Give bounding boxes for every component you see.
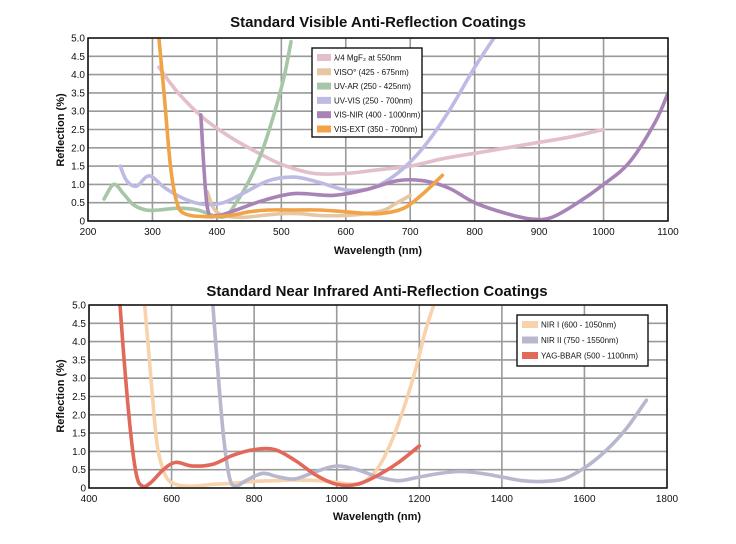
series-line: [118, 304, 422, 489]
x-tick-labels: 200 300 400 500 600 700 800 900 1000 1100: [80, 227, 680, 238]
x-tick-label: 1800: [656, 494, 679, 505]
legend-box: [311, 47, 423, 138]
legend-label: NIR I (600 - 1050nm): [541, 321, 616, 330]
x-tick-label: 400: [81, 494, 98, 505]
x-tick-label: 1000: [592, 227, 615, 238]
x-tick-label: 1400: [491, 494, 514, 505]
x-tick-label: 800: [246, 494, 263, 505]
legend-swatch: [522, 352, 538, 359]
y-tick-label: 1.0: [72, 447, 86, 458]
series-line: [142, 304, 436, 488]
series-curves: [102, 37, 668, 222]
y-tick-label: 5.0: [72, 301, 86, 312]
legend-swatch: [317, 54, 331, 61]
series-line: [211, 304, 649, 489]
legend-label: UV-VIS (250 - 700nm): [334, 96, 413, 105]
legend-label: VIS-EXT (350 - 700nm): [334, 125, 418, 134]
x-axis-label: Wavelength (nm): [333, 511, 422, 523]
legend-box: [516, 314, 649, 367]
chart-title: Standard Visible Anti-Reflection Coating…: [230, 14, 526, 31]
y-tick-label: 2.0: [72, 410, 86, 421]
y-tick-label: 2.0: [71, 143, 85, 154]
visible-ar-chart: Standard Visible Anti-Reflection Coating…: [55, 14, 679, 257]
legend-label: NIR II (750 - 1550nm): [541, 336, 619, 345]
y-tick-label: 1.5: [71, 162, 85, 173]
y-axis-label: Reflection (%): [55, 359, 67, 433]
y-tick-label: 0: [80, 484, 86, 495]
y-tick-label: 3.5: [71, 88, 85, 99]
y-tick-label: 4.5: [71, 52, 85, 63]
x-tick-label: 1600: [573, 494, 596, 505]
series-curves: [118, 304, 649, 489]
y-tick-label: 2.5: [72, 392, 86, 403]
x-tick-label: 1000: [326, 494, 349, 505]
y-tick-labels: 0 0.5 1.0 1.5 2.0 2.5 3.0 3.5 4.0 4.5 5.0: [71, 34, 85, 228]
legend-swatch: [317, 96, 331, 104]
x-tick-label: 800: [466, 227, 483, 238]
y-tick-label: 0: [79, 217, 85, 228]
series-line: [157, 65, 606, 177]
legend-label: VISO° (425 - 675nm): [334, 68, 409, 77]
y-axis-label: Reflection (%): [55, 93, 67, 167]
series-line: [157, 37, 445, 219]
legend-label: YAG-BBAR (500 - 1100nm): [541, 352, 638, 361]
chart-title: Standard Near Infrared Anti-Reflection C…: [206, 283, 547, 300]
x-tick-label: 600: [337, 227, 354, 238]
x-tick-labels: 400 600 800 1000 1200 1400 1600 1800: [81, 494, 679, 505]
y-tick-label: 0.5: [71, 198, 85, 209]
y-tick-label: 5.0: [71, 34, 85, 45]
legend-label: VIS-NIR (400 - 1000nm): [334, 111, 421, 120]
y-tick-label: 3.0: [71, 107, 85, 118]
x-tick-label: 1200: [408, 494, 431, 505]
y-tick-label: 3.5: [72, 355, 86, 366]
legend-swatch: [317, 111, 331, 119]
legend-swatch: [522, 336, 538, 344]
legend: NIR I (600 - 1050nm) NIR II (750 - 1550nm…: [516, 314, 649, 367]
legend-swatch: [522, 321, 538, 328]
legend: λ/4 MgF₂ at 550nm VISO° (425 - 675nm) UV-A…: [311, 47, 423, 138]
series-line: [118, 37, 496, 207]
x-axis-label: Wavelength (nm): [334, 245, 423, 257]
legend-label: UV-AR (250 - 425nm): [334, 82, 411, 91]
plot-frame: [88, 304, 668, 489]
y-tick-label: 3.0: [72, 374, 86, 385]
legend-swatch: [317, 82, 331, 90]
x-tick-label: 900: [531, 227, 548, 238]
y-tick-label: 0.5: [72, 465, 86, 476]
x-tick-label: 200: [80, 227, 97, 238]
x-tick-label: 600: [163, 494, 180, 505]
y-tick-label: 4.5: [72, 319, 86, 330]
y-tick-label: 2.5: [71, 125, 85, 136]
x-tick-label: 700: [402, 227, 419, 238]
legend-swatch: [317, 68, 331, 76]
near-infrared-ar-chart: Standard Near Infrared Anti-Reflection C…: [55, 283, 679, 523]
x-tick-label: 300: [144, 227, 161, 238]
y-tick-label: 1.5: [72, 429, 86, 440]
y-tick-label: 1.0: [71, 180, 85, 191]
y-tick-label: 4.0: [72, 337, 86, 348]
plot-frame: [87, 37, 669, 222]
x-tick-label: 1100: [657, 227, 679, 238]
x-tick-label: 500: [273, 227, 290, 238]
legend-label: λ/4 MgF₂ at 550nm: [334, 54, 402, 63]
legend-swatch: [317, 125, 331, 133]
y-tick-label: 4.0: [71, 70, 85, 81]
y-tick-labels: 0 0.5 1.0 1.5 2.0 2.5 3.0 3.5 4.0 4.5 5.0: [72, 301, 86, 495]
x-tick-label: 400: [209, 227, 226, 238]
